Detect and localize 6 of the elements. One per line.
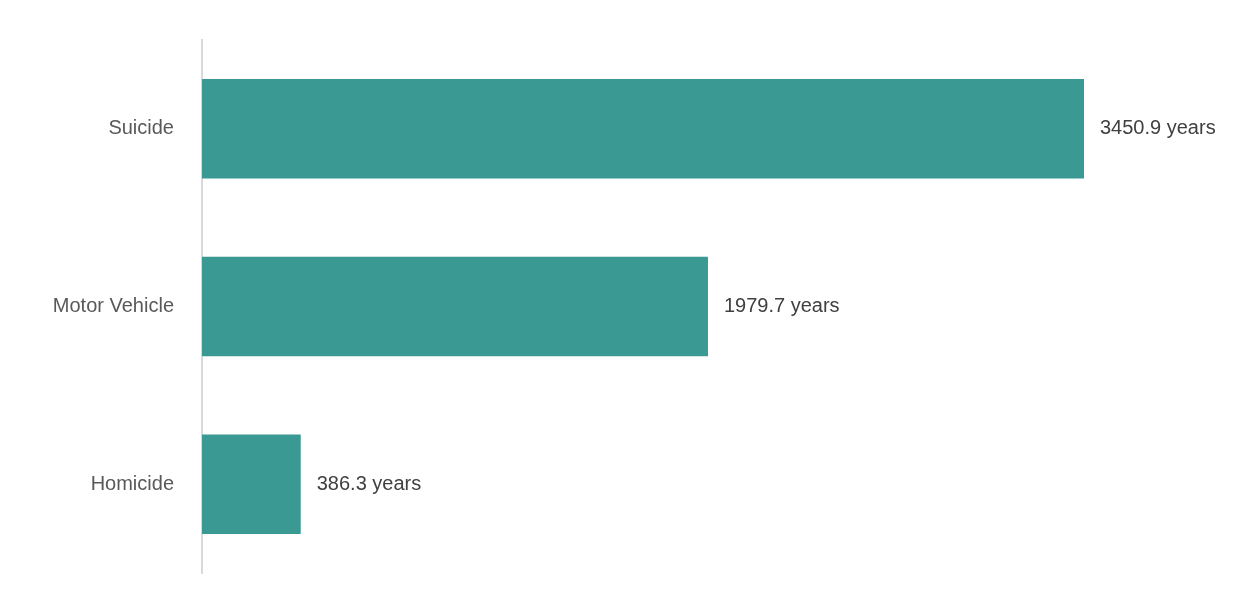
data-label: 3450.9 years <box>1100 116 1216 139</box>
y-tick-label: Suicide <box>108 116 174 139</box>
y-tick-label: Motor Vehicle <box>52 294 174 317</box>
data-label: 386.3 years <box>316 471 422 494</box>
y-tick-label: Homicide <box>90 471 174 494</box>
data-label: 1979.7 years <box>723 294 840 317</box>
